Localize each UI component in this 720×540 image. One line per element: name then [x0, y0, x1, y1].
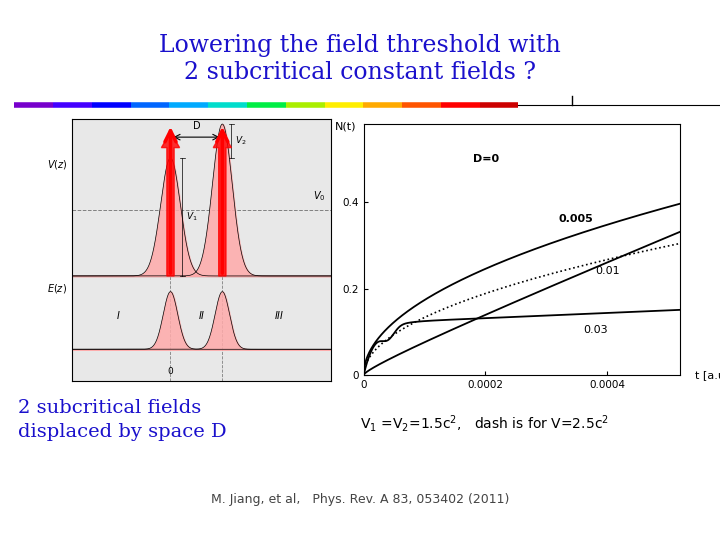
Text: $V_2$: $V_2$ — [235, 135, 247, 147]
Text: $\it{III}$: $\it{III}$ — [274, 309, 284, 321]
Text: t [a.u.]: t [a.u.] — [695, 370, 720, 380]
Text: $V_1$: $V_1$ — [186, 211, 198, 223]
Text: $\it{I}$: $\it{I}$ — [117, 309, 121, 321]
Text: $V(z)$: $V(z)$ — [47, 158, 67, 171]
Text: D=0: D=0 — [473, 154, 500, 164]
FancyArrow shape — [161, 132, 179, 276]
Text: Lowering the field threshold with: Lowering the field threshold with — [159, 35, 561, 57]
Text: M. Jiang, et al,   Phys. Rev. A 83, 053402 (2011): M. Jiang, et al, Phys. Rev. A 83, 053402… — [211, 493, 509, 506]
FancyArrow shape — [213, 132, 231, 276]
Text: $V_0$: $V_0$ — [313, 189, 325, 202]
Text: V$_1$ =V$_2$=1.5c$^2$,   dash is for V=2.5c$^2$: V$_1$ =V$_2$=1.5c$^2$, dash is for V=2.5… — [360, 414, 609, 434]
Text: $E(z)$: $E(z)$ — [47, 282, 67, 295]
Text: 2 subcritical constant fields ?: 2 subcritical constant fields ? — [184, 62, 536, 84]
Text: 2 subcritical fields: 2 subcritical fields — [18, 399, 202, 417]
Text: 0.005: 0.005 — [559, 214, 593, 225]
Text: $\it{II}$: $\it{II}$ — [198, 309, 205, 321]
Text: 0: 0 — [168, 367, 174, 376]
Text: 0.03: 0.03 — [583, 325, 608, 335]
Text: N(t): N(t) — [335, 122, 356, 132]
Text: 0.01: 0.01 — [595, 266, 620, 276]
Text: displaced by space D: displaced by space D — [18, 423, 227, 441]
Text: D: D — [193, 120, 200, 131]
